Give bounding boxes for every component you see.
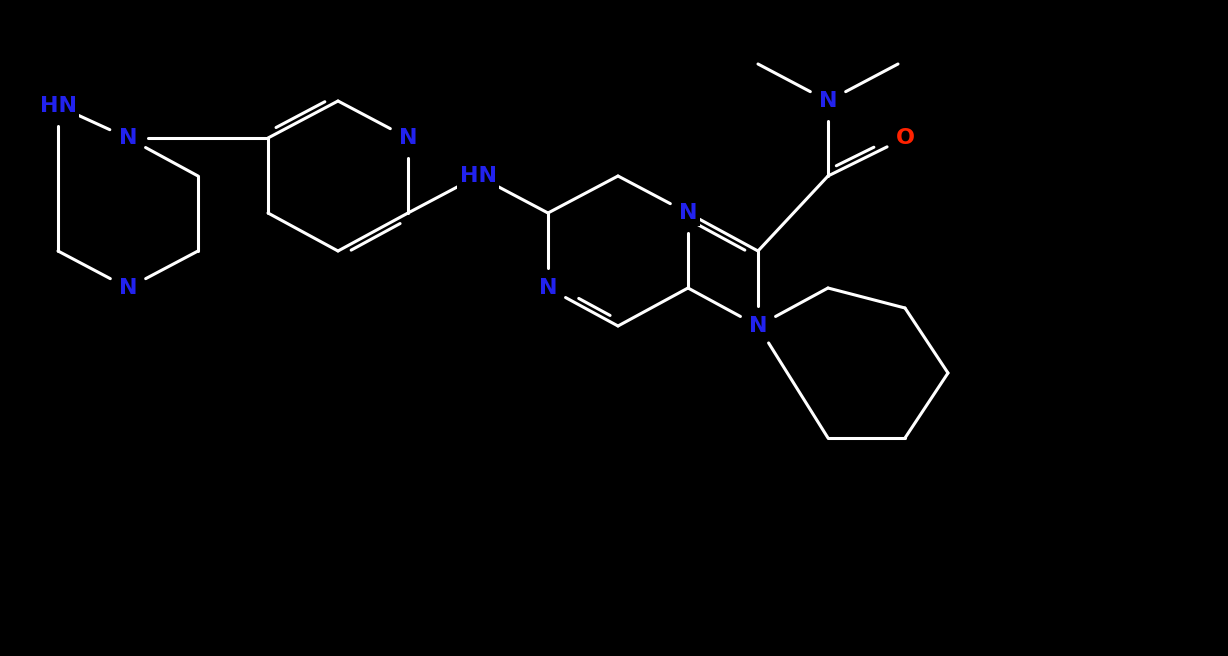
Text: HN: HN [459, 166, 496, 186]
Text: N: N [119, 278, 138, 298]
Text: HN: HN [39, 96, 76, 116]
Text: O: O [895, 128, 915, 148]
Text: N: N [399, 128, 418, 148]
Text: N: N [119, 128, 138, 148]
Text: N: N [749, 316, 768, 336]
Text: N: N [679, 203, 698, 223]
Text: N: N [819, 91, 837, 111]
Text: N: N [539, 278, 558, 298]
